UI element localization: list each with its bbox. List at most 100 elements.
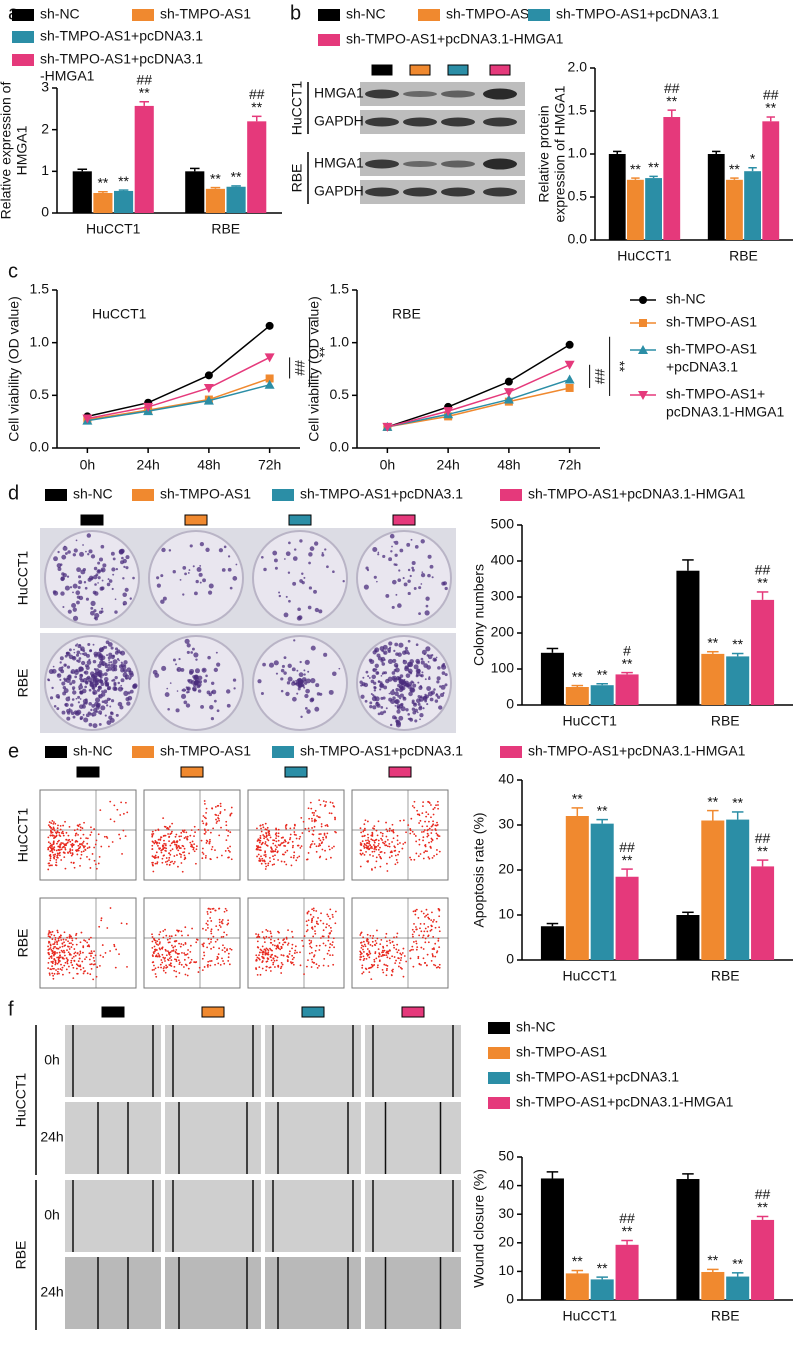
colony	[118, 660, 120, 662]
event	[199, 967, 201, 969]
colony	[87, 676, 90, 679]
colony	[424, 700, 427, 703]
event	[66, 949, 68, 951]
event	[262, 834, 264, 836]
event	[389, 940, 391, 942]
colony	[167, 708, 170, 711]
event	[59, 835, 61, 837]
event	[423, 931, 425, 933]
event	[65, 849, 67, 851]
colony	[416, 643, 419, 646]
event	[374, 867, 376, 869]
event	[158, 839, 160, 841]
colony	[203, 679, 207, 683]
bar	[726, 180, 743, 240]
marker	[265, 353, 275, 362]
colony	[430, 565, 434, 569]
event	[174, 966, 176, 968]
colony	[102, 580, 104, 582]
event	[296, 952, 298, 954]
event	[362, 840, 364, 842]
event	[187, 836, 189, 838]
y-axis-label: Apoptosis rate (%)	[471, 812, 487, 927]
event	[422, 937, 424, 939]
event	[398, 957, 400, 959]
event	[163, 843, 165, 845]
chart-title: RBE	[392, 306, 421, 322]
colony	[106, 669, 109, 672]
colony	[396, 710, 400, 714]
marker	[566, 384, 574, 392]
blot-band	[403, 161, 437, 167]
event	[439, 964, 441, 966]
colony	[107, 687, 110, 690]
colony	[219, 548, 223, 552]
event	[327, 825, 329, 827]
event	[54, 854, 56, 856]
event	[436, 921, 438, 923]
event	[114, 945, 116, 947]
colony	[288, 542, 291, 545]
event	[175, 836, 177, 838]
colony	[300, 716, 302, 718]
legend-label: sh-NC	[73, 743, 113, 759]
event	[217, 939, 219, 941]
colony	[120, 685, 122, 687]
event	[420, 964, 422, 966]
event	[225, 839, 227, 841]
event	[425, 816, 427, 818]
event	[259, 858, 261, 860]
event	[256, 856, 258, 858]
colony	[53, 590, 57, 594]
event	[211, 808, 213, 810]
colony	[208, 591, 212, 595]
event	[275, 845, 277, 847]
event	[311, 921, 313, 923]
significance: **	[251, 99, 262, 115]
event	[256, 827, 258, 829]
event	[80, 829, 82, 831]
event	[431, 960, 433, 962]
event	[177, 953, 179, 955]
colony	[426, 686, 431, 691]
colony	[80, 653, 82, 655]
legend-label: sh-TMPO-AS1	[446, 6, 537, 22]
time-label: 0h	[44, 1052, 60, 1068]
event	[256, 959, 258, 961]
legend-swatch	[318, 34, 340, 46]
legend-swatch	[318, 9, 340, 21]
event	[433, 947, 435, 949]
event	[161, 862, 163, 864]
event	[372, 935, 374, 937]
event	[360, 947, 362, 949]
event	[159, 838, 161, 840]
colony	[194, 591, 198, 595]
event	[333, 937, 335, 939]
event	[310, 802, 312, 804]
colony	[303, 577, 305, 579]
event	[311, 827, 313, 829]
event	[410, 958, 412, 960]
event	[295, 859, 297, 861]
colony	[378, 552, 380, 554]
colony	[426, 665, 431, 670]
colony	[394, 663, 399, 668]
event	[306, 859, 308, 861]
event	[170, 850, 172, 852]
event	[382, 947, 384, 949]
event	[154, 946, 156, 948]
event	[157, 829, 159, 831]
event	[193, 961, 195, 963]
colony	[386, 707, 388, 709]
event	[51, 955, 53, 957]
colony	[197, 681, 199, 683]
event	[418, 855, 420, 857]
colony	[388, 557, 392, 561]
event	[217, 957, 219, 959]
event	[217, 962, 219, 964]
event	[203, 942, 205, 944]
event	[157, 966, 159, 968]
event	[49, 854, 51, 856]
event	[96, 868, 98, 870]
event	[71, 849, 73, 851]
